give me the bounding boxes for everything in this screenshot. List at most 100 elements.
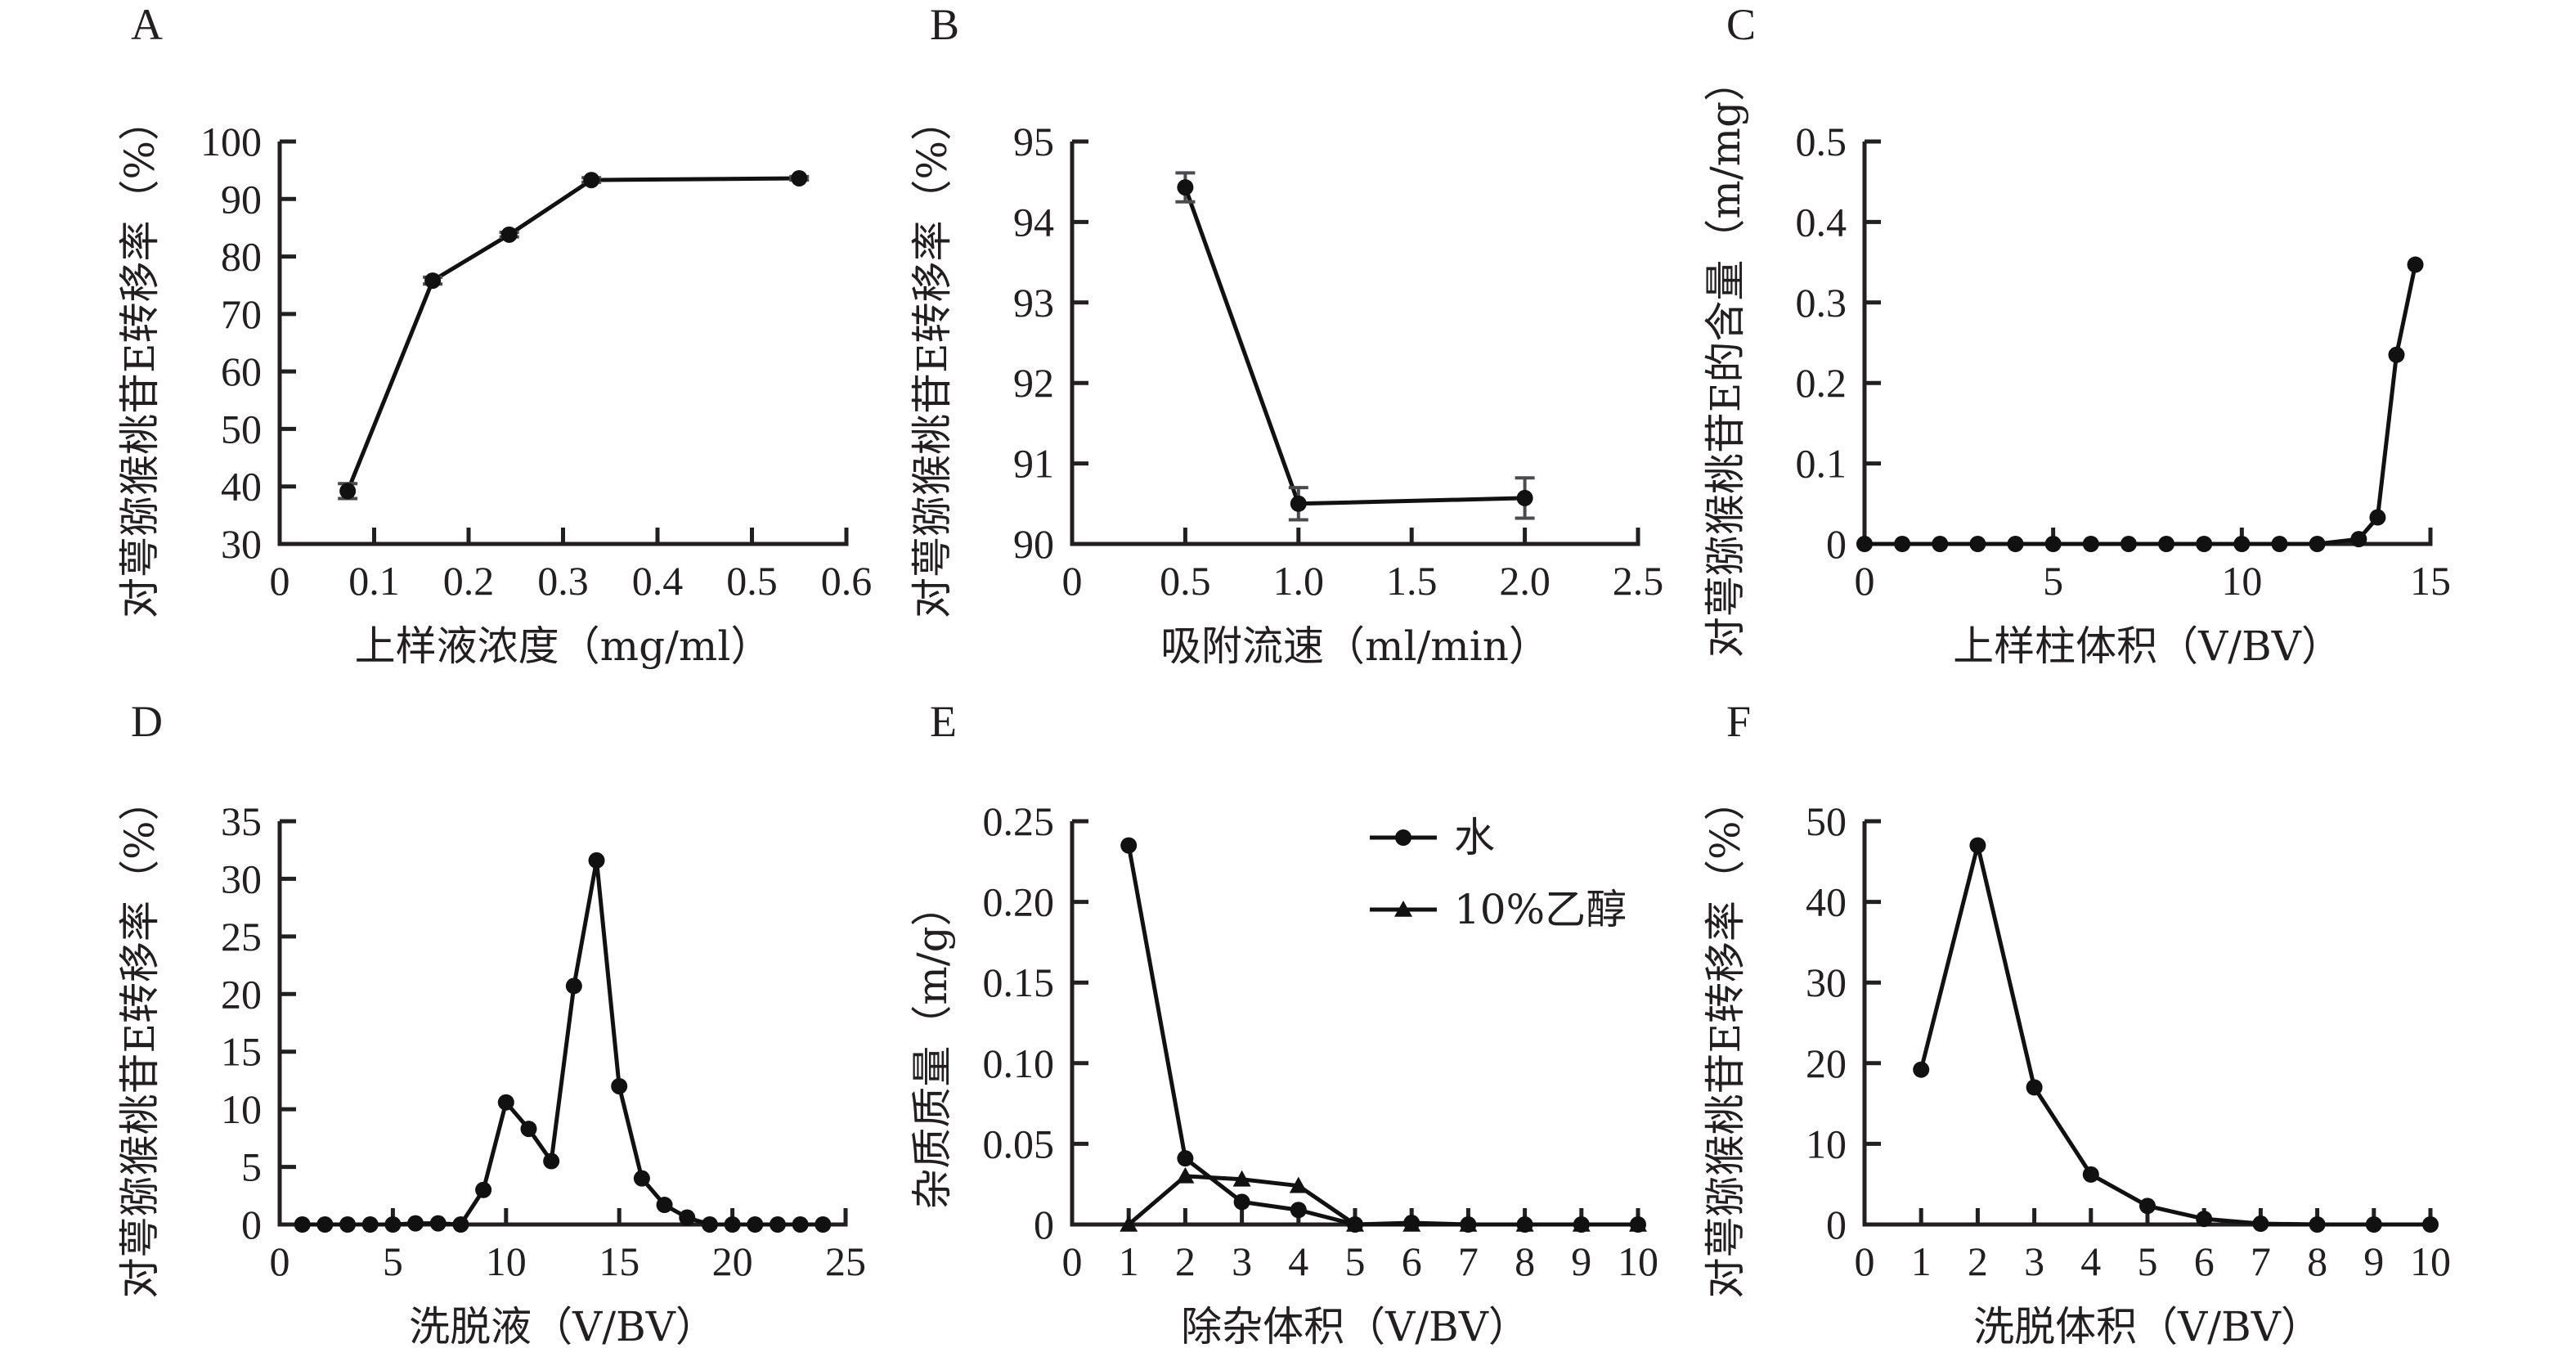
x-axis-title: 上样液浓度（mg/ml） <box>355 622 772 670</box>
y-tick-label: 0 <box>1826 521 1847 567</box>
data-point <box>1233 1193 1250 1211</box>
data-point <box>656 1197 673 1214</box>
y-tick-label: 0.15 <box>983 959 1055 1005</box>
data-point <box>429 1215 447 1232</box>
x-axis-title: 洗脱体积（V/BV） <box>1973 1303 2322 1350</box>
y-tick-label: 50 <box>1806 798 1847 844</box>
x-tick-label: 0.5 <box>1160 558 1211 604</box>
data-point <box>294 1216 311 1233</box>
y-axis-title: 对萼猕猴桃苷E的含量（m/mg） <box>1702 61 1749 658</box>
x-tick-label: 0 <box>1062 1238 1083 1284</box>
data-point <box>2233 536 2251 552</box>
x-axis-title: 吸附流速（ml/min） <box>1160 622 1550 670</box>
data-point-triangle <box>1289 1176 1308 1193</box>
data-point <box>500 226 518 243</box>
data-point-triangle <box>1629 1215 1647 1232</box>
x-tick-label: 5 <box>2138 1238 2158 1284</box>
y-tick-label: 95 <box>1013 119 1054 164</box>
y-tick-label: 35 <box>221 798 262 844</box>
y-tick-label: 20 <box>1806 1040 1847 1086</box>
y-axis-title: 对萼猕猴桃苷E转移率（%） <box>1702 780 1749 1298</box>
data-point <box>2158 536 2175 552</box>
y-tick-label: 0.20 <box>983 879 1055 925</box>
x-tick-label: 0.6 <box>821 558 873 604</box>
y-tick-label: 15 <box>221 1029 262 1075</box>
y-tick-label: 0 <box>1826 1202 1847 1247</box>
data-point <box>361 1216 379 1233</box>
data-point <box>2007 536 2024 552</box>
y-tick-label: 0.25 <box>983 798 1055 844</box>
y-tick-label: 30 <box>1806 959 1847 1005</box>
data-point <box>815 1216 832 1233</box>
x-tick-label: 3 <box>1232 1238 1252 1284</box>
x-tick-label: 5 <box>2043 558 2063 604</box>
data-point <box>747 1216 764 1233</box>
y-tick-label: 91 <box>1013 441 1054 487</box>
x-tick-label: 15 <box>2410 558 2451 604</box>
legend-marker-circle <box>1395 829 1411 846</box>
data-point <box>2407 256 2424 273</box>
x-tick-label: 2.0 <box>1499 558 1551 604</box>
data-point <box>2309 536 2326 552</box>
data-point <box>583 172 600 189</box>
data-point-triangle <box>1459 1215 1478 1232</box>
data-point <box>633 1170 650 1187</box>
y-tick-label: 30 <box>221 521 262 567</box>
x-tick-label: 8 <box>1515 1238 1535 1284</box>
x-tick-label: 2 <box>1175 1238 1196 1284</box>
data-point <box>791 169 808 186</box>
y-tick-label: 94 <box>1013 199 1054 245</box>
y-tick-label: 0.10 <box>983 1040 1055 1086</box>
x-tick-label: 0 <box>1855 1238 1875 1284</box>
data-point-triangle <box>1402 1215 1421 1232</box>
data-point-triangle <box>1346 1215 1364 1232</box>
data-point <box>679 1209 696 1226</box>
data-point <box>565 977 582 995</box>
x-tick-label: 9 <box>1571 1238 1591 1284</box>
data-point <box>1913 1061 1930 1078</box>
y-tick-label: 80 <box>221 234 262 280</box>
legend-label: 10%乙醇 <box>1454 886 1627 933</box>
x-tick-label: 15 <box>599 1238 640 1284</box>
data-point <box>543 1153 560 1170</box>
x-tick-label: 10 <box>2221 558 2262 604</box>
y-tick-label: 90 <box>221 176 262 222</box>
y-tick-label: 40 <box>1806 879 1847 925</box>
x-tick-label: 0.1 <box>348 558 400 604</box>
data-point <box>1290 495 1307 512</box>
data-point <box>2388 346 2405 363</box>
data-point <box>2082 1166 2099 1183</box>
data-point <box>611 1077 628 1094</box>
x-axis-title: 洗脱液（V/BV） <box>409 1303 716 1350</box>
y-tick-label: 10 <box>221 1086 262 1132</box>
y-tick-label: 0.4 <box>1796 199 1847 245</box>
y-tick-label: 70 <box>221 291 262 337</box>
y-axis-title: 对萼猕猴桃苷E转移率（%） <box>116 780 164 1298</box>
y-tick-label: 20 <box>221 971 262 1017</box>
data-point <box>339 1216 357 1233</box>
y-tick-label: 0.05 <box>983 1121 1055 1166</box>
data-point <box>1120 837 1138 854</box>
x-tick-label: 25 <box>825 1238 866 1284</box>
data-point <box>2365 1216 2382 1233</box>
x-tick-label: 2 <box>1968 1238 1988 1284</box>
panel-a: A 30 40 50 60 70 80 90 100 0 0.1 0.2 0.3 0.4 0.5 0.6 上样液… <box>116 0 872 670</box>
data-point <box>384 1216 402 1233</box>
x-tick-label: 0 <box>1062 558 1083 604</box>
data-point <box>1290 1202 1307 1219</box>
y-tick-label: 0.1 <box>1796 441 1847 487</box>
data-point <box>769 1216 786 1233</box>
x-tick-label: 7 <box>2251 1238 2271 1284</box>
y-tick-label: 50 <box>221 406 262 452</box>
data-point <box>2082 536 2099 552</box>
data-point <box>2252 1215 2269 1233</box>
x-tick-label: 2.5 <box>1613 558 1664 604</box>
data-point <box>424 272 442 290</box>
x-tick-label: 0.3 <box>537 558 589 604</box>
x-tick-label: 6 <box>2194 1238 2215 1284</box>
data-point <box>588 851 605 869</box>
panel-c: C 0 0.1 0.2 0.3 0.4 0.5 0 5 10 15 上样柱体积（V/BV） 对萼猕猴桃苷… <box>1702 0 2451 670</box>
x-tick-label: 10 <box>2410 1238 2451 1284</box>
y-tick-label: 60 <box>221 348 262 394</box>
